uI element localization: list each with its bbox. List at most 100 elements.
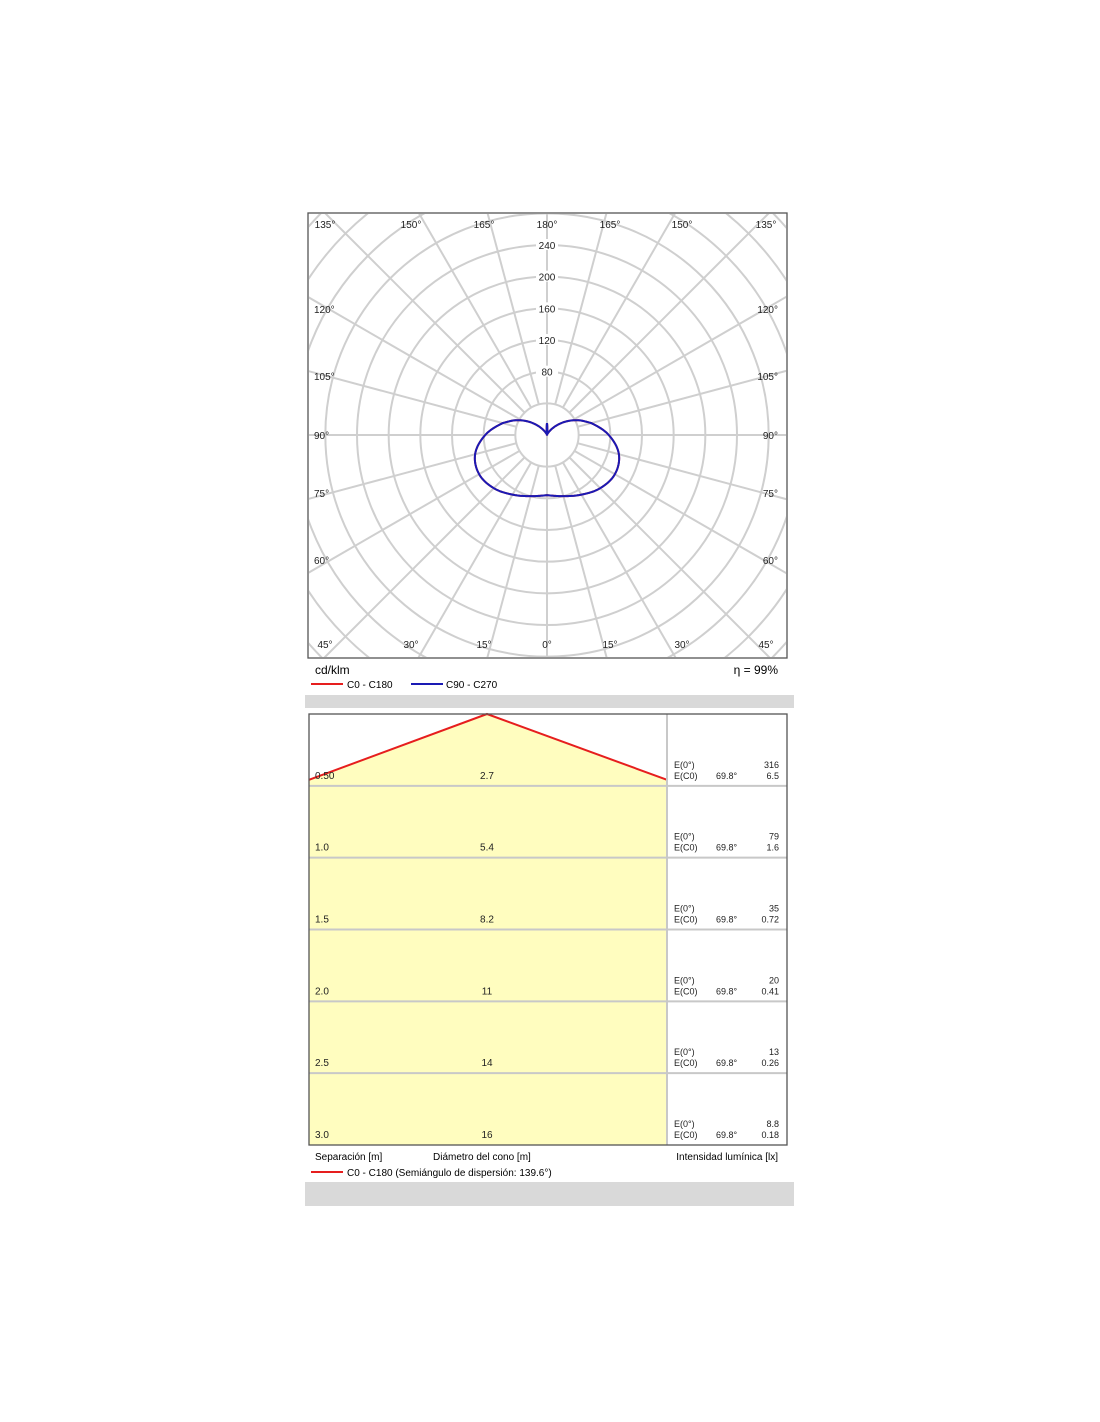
row-angle: 69.8° <box>716 1058 738 1068</box>
row-ec0-value: 0.41 <box>761 986 779 996</box>
row-ec0-label: E(C0) <box>674 843 698 853</box>
row-separation: 1.5 <box>315 915 329 926</box>
row-diameter: 2.7 <box>480 771 494 782</box>
row-angle: 69.8° <box>716 915 738 925</box>
row-ec0-label: E(C0) <box>674 1130 698 1140</box>
row-e0-label: E(0°) <box>674 760 695 770</box>
angle-label-left: 60° <box>314 556 329 567</box>
angle-label-bottom: 30° <box>403 640 418 651</box>
polar-spoke <box>418 214 533 409</box>
polar-spoke <box>554 214 608 405</box>
row-diameter: 14 <box>481 1058 493 1069</box>
polar-spoke <box>554 465 608 657</box>
row-angle: 69.8° <box>716 986 738 996</box>
polar-spoke <box>577 442 786 501</box>
polar-spoke <box>323 456 526 657</box>
row-ec0-value: 0.72 <box>761 915 779 925</box>
angle-label-bottom: 30° <box>674 640 689 651</box>
angle-label-top: 135° <box>756 220 777 231</box>
angle-label-bottom: 45° <box>317 640 332 651</box>
polar-spoke <box>309 296 521 421</box>
angle-label-right: 75° <box>763 489 778 500</box>
angle-label-top: 180° <box>537 220 558 231</box>
row-separation: 2.0 <box>315 986 329 997</box>
angle-label-bottom: 15° <box>602 640 617 651</box>
row-e0-value: 79 <box>769 832 779 842</box>
radial-tick-label-bg <box>536 239 558 250</box>
polar-spoke <box>568 214 770 414</box>
row-ec0-label: E(C0) <box>674 986 698 996</box>
row-e0-label: E(0°) <box>674 1047 695 1057</box>
row-diameter: 8.2 <box>480 915 494 926</box>
cone-frame <box>308 713 788 1146</box>
angle-label-left: 90° <box>314 431 329 442</box>
row-angle: 69.8° <box>716 1130 738 1140</box>
cone-row: 3.0 16 E(0°) 8.8 E(C0) 69.8° 0.18 <box>315 1119 779 1141</box>
polar-spoke <box>561 461 677 657</box>
radial-tick-labels: 80 120 160 200 240 <box>536 239 558 379</box>
angle-label-right: 60° <box>763 556 778 567</box>
polar-spoke <box>309 370 517 428</box>
radial-tick-label-bg <box>536 334 558 345</box>
polar-spoke <box>573 295 786 421</box>
polar-spoke <box>417 461 533 657</box>
row-e0-value: 20 <box>769 975 779 985</box>
cone-grid <box>309 714 787 1145</box>
cone-row: 1.5 8.2 E(0°) 35 E(C0) 69.8° 0.72 <box>315 904 779 926</box>
row-e0-label: E(0°) <box>674 832 695 842</box>
radial-tick-label: 200 <box>539 273 556 284</box>
polar-spoke <box>486 465 540 657</box>
row-e0-label: E(0°) <box>674 904 695 914</box>
polar-spoke <box>568 456 771 657</box>
radial-tick-label: 240 <box>539 241 556 252</box>
row-separation: 1.0 <box>315 843 329 854</box>
polar-spoke <box>309 449 521 574</box>
polar-spoke <box>324 214 526 414</box>
angle-label-top: 165° <box>474 220 495 231</box>
angle-label-left: 120° <box>314 305 335 316</box>
cone-legend: C0 - C180 (Semiángulo de dispersión: 139… <box>311 1168 552 1179</box>
row-ec0-value: 1.6 <box>766 843 779 853</box>
polar-curves <box>473 419 621 498</box>
angle-label-top: 135° <box>315 220 336 231</box>
row-e0-label: E(0°) <box>674 1119 695 1129</box>
row-separation: 3.0 <box>315 1130 329 1141</box>
radial-tick-label: 120 <box>539 336 556 347</box>
angle-label-bottom: 45° <box>758 640 773 651</box>
angle-label-top: 165° <box>600 220 621 231</box>
footer-separation: Separación [m] <box>315 1152 382 1163</box>
legend-item-c90-c270: C90 - C270 <box>411 680 498 691</box>
angle-label-right: 90° <box>763 431 778 442</box>
cone-row: 1.0 5.4 E(0°) 79 E(C0) 69.8° 1.6 <box>315 832 779 854</box>
footer-intensity: Intensidad lumínica [lx] <box>676 1152 778 1163</box>
angle-label-top: 150° <box>401 220 422 231</box>
row-ec0-label: E(C0) <box>674 915 698 925</box>
angle-labels: 135° 150° 165° 180° 165° 150° 135° 45° 30° 15° 0° 1… <box>314 220 778 651</box>
legend-item-c0-c180: C0 - C180 <box>311 680 393 691</box>
angle-label-right: 105° <box>757 372 778 383</box>
row-e0-value: 8.8 <box>766 1119 779 1129</box>
cone-row: 2.0 11 E(0°) 20 E(C0) 69.8° 0.41 <box>315 975 779 997</box>
polar-curve-c90-c270 <box>473 419 621 498</box>
cone-row: 2.5 14 E(0°) 13 E(C0) 69.8° 0.26 <box>315 1047 779 1069</box>
cone-yellow-body <box>309 785 667 1145</box>
angle-label-top: 150° <box>672 220 693 231</box>
polar-spoke <box>486 214 540 405</box>
row-ec0-label: E(C0) <box>674 1058 698 1068</box>
polar-spoke <box>561 214 676 409</box>
separator-bar-top <box>305 695 794 708</box>
row-ec0-label: E(C0) <box>674 771 698 781</box>
legend-label-c90: C90 - C270 <box>446 680 498 691</box>
footer-diameter: Diámetro del cono [m] <box>433 1152 531 1163</box>
row-ec0-value: 0.18 <box>761 1130 779 1140</box>
legend-label-c0: C0 - C180 <box>347 680 393 691</box>
polar-spoke <box>573 449 786 575</box>
angle-label-left: 75° <box>314 489 329 500</box>
row-ec0-value: 0.26 <box>761 1058 779 1068</box>
row-diameter: 16 <box>481 1130 493 1141</box>
cone-legend-label: C0 - C180 (Semiángulo de dispersión: 139… <box>347 1168 552 1179</box>
row-e0-label: E(0°) <box>674 975 695 985</box>
unit-label: cd/klm <box>315 663 350 677</box>
